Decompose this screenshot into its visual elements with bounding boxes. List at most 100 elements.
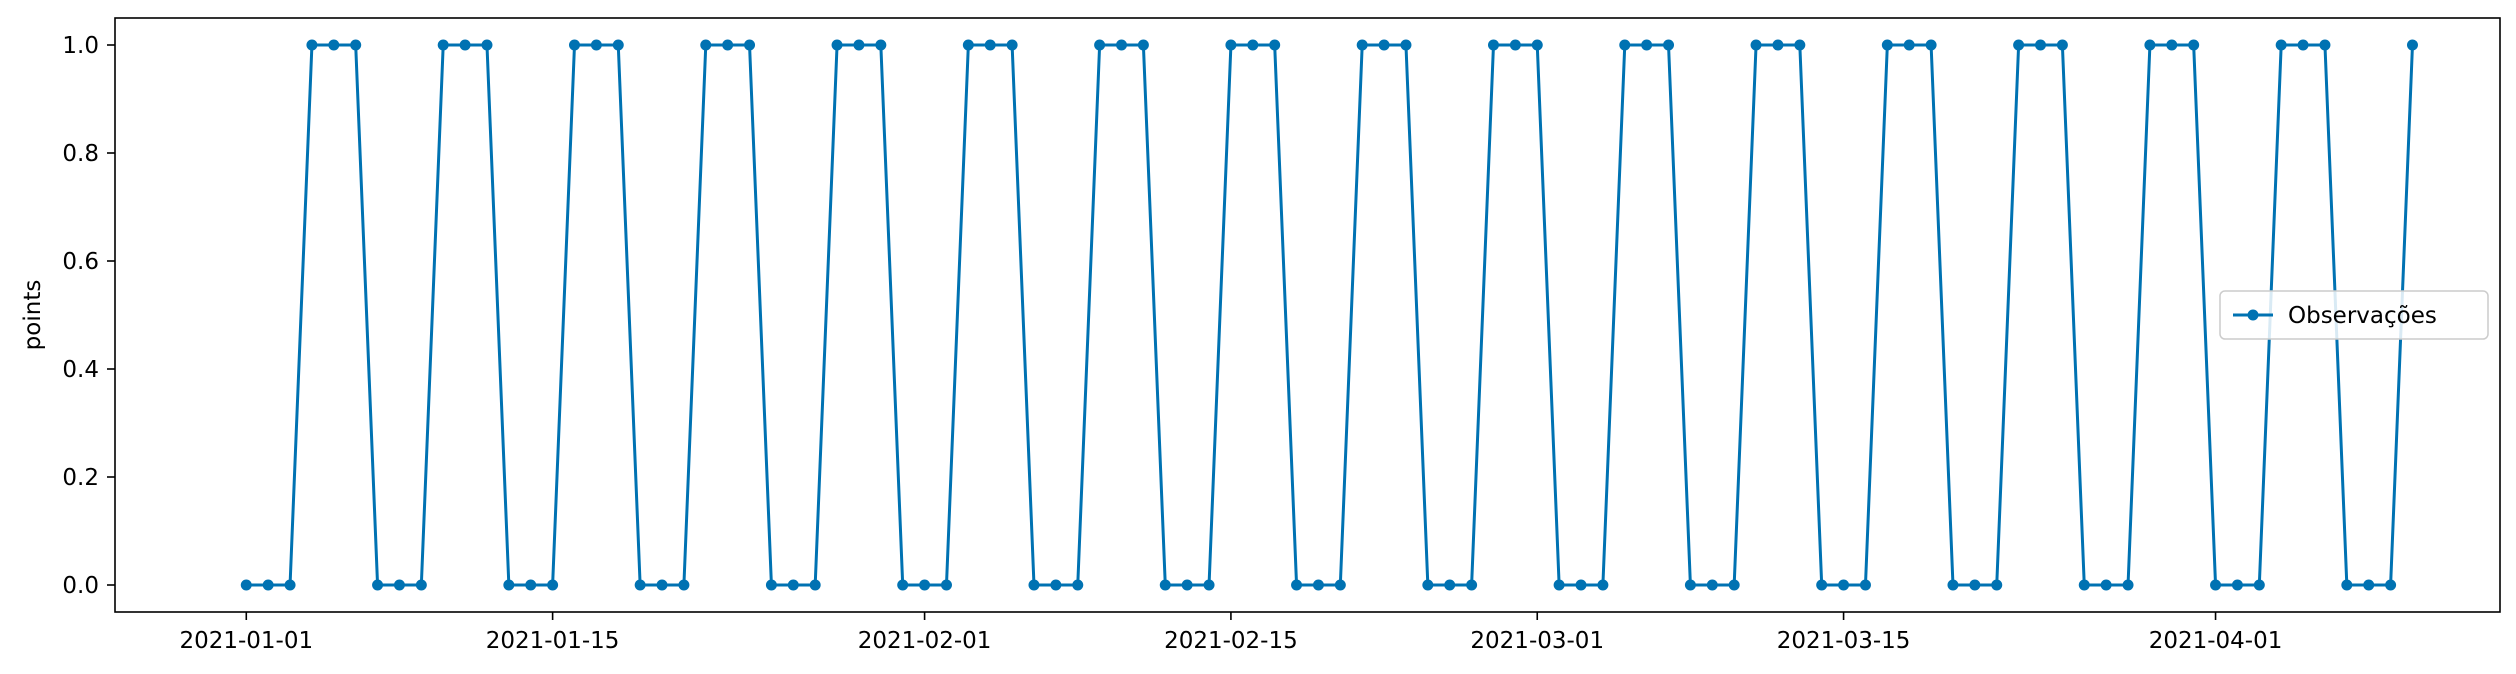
data-point bbox=[1641, 39, 1653, 51]
series-layer bbox=[240, 39, 2418, 591]
data-point bbox=[1531, 39, 1543, 51]
data-point bbox=[415, 579, 427, 591]
plot-frame bbox=[114, 17, 2501, 613]
data-point bbox=[2078, 579, 2090, 591]
data-point bbox=[1575, 579, 1587, 591]
data-point bbox=[1684, 579, 1696, 591]
data-point bbox=[940, 579, 952, 591]
data-point bbox=[984, 39, 996, 51]
y-tick-label: 0.0 bbox=[62, 573, 99, 599]
data-point bbox=[1991, 579, 2003, 591]
data-point bbox=[1378, 39, 1390, 51]
data-point bbox=[656, 579, 668, 591]
data-point bbox=[437, 39, 449, 51]
data-point bbox=[1072, 579, 1084, 591]
data-point bbox=[1028, 579, 1040, 591]
data-point bbox=[2363, 579, 2375, 591]
data-point bbox=[744, 39, 756, 51]
data-point bbox=[2166, 39, 2178, 51]
data-point bbox=[2406, 39, 2418, 51]
data-point bbox=[2035, 39, 2046, 51]
data-point bbox=[1466, 579, 1478, 591]
y-tick-label: 0.8 bbox=[62, 141, 99, 167]
data-point bbox=[2231, 579, 2243, 591]
data-point bbox=[678, 579, 690, 591]
plot-background bbox=[115, 18, 2500, 612]
data-point bbox=[1619, 39, 1631, 51]
data-point bbox=[1116, 39, 1128, 51]
x-tick-label: 2021-03-01 bbox=[1470, 628, 1604, 654]
x-tick-label: 2021-02-15 bbox=[1164, 628, 1298, 654]
data-point bbox=[503, 579, 515, 591]
y-axis: 0.0 0.2 0.4 0.6 0.8 1.0 bbox=[62, 33, 115, 599]
legend: Observações bbox=[2219, 290, 2489, 340]
data-point bbox=[787, 579, 799, 591]
data-point bbox=[1947, 579, 1959, 591]
data-point bbox=[1859, 579, 1871, 591]
data-point bbox=[1597, 579, 1609, 591]
data-point bbox=[853, 39, 865, 51]
data-point bbox=[2385, 579, 2397, 591]
x-tick-label: 2021-02-01 bbox=[858, 628, 992, 654]
data-point bbox=[284, 579, 296, 591]
data-point bbox=[2188, 39, 2200, 51]
data-point bbox=[1706, 579, 1718, 591]
data-point bbox=[831, 39, 843, 51]
y-tick-label: 0.4 bbox=[62, 357, 99, 383]
data-point bbox=[481, 39, 493, 51]
data-point bbox=[1750, 39, 1762, 51]
data-point bbox=[1903, 39, 1915, 51]
data-point bbox=[569, 39, 580, 51]
data-point bbox=[1794, 39, 1806, 51]
data-point bbox=[2297, 39, 2309, 51]
data-point bbox=[547, 579, 559, 591]
data-point bbox=[350, 39, 362, 51]
data-point bbox=[722, 39, 734, 51]
data-point bbox=[393, 579, 405, 591]
data-point bbox=[1553, 579, 1565, 591]
data-point bbox=[2341, 579, 2353, 591]
data-point bbox=[765, 579, 777, 591]
y-tick-label: 0.6 bbox=[62, 249, 99, 275]
y-tick-label: 1.0 bbox=[62, 33, 99, 59]
data-point bbox=[1356, 39, 1368, 51]
data-point bbox=[1838, 579, 1850, 591]
data-point bbox=[372, 579, 384, 591]
y-axis-label: points bbox=[20, 280, 46, 351]
data-point bbox=[328, 39, 340, 51]
x-tick-label: 2021-04-01 bbox=[2149, 628, 2283, 654]
data-point bbox=[1006, 39, 1018, 51]
data-point bbox=[809, 579, 821, 591]
data-point bbox=[590, 39, 602, 51]
data-point bbox=[962, 39, 974, 51]
data-point bbox=[2253, 579, 2265, 591]
x-tick-label: 2021-03-15 bbox=[1777, 628, 1911, 654]
data-point bbox=[306, 39, 318, 51]
data-point bbox=[1444, 579, 1456, 591]
data-point bbox=[919, 579, 931, 591]
x-axis: 2021-01-01 2021-01-15 2021-02-01 2021-02-15… bbox=[179, 612, 2282, 654]
legend-marker-sample bbox=[2247, 309, 2259, 321]
data-point bbox=[1969, 579, 1981, 591]
data-point bbox=[240, 579, 252, 591]
legend-entry-label: Observações bbox=[2288, 303, 2437, 329]
x-tick-label: 2021-01-15 bbox=[486, 628, 620, 654]
data-point bbox=[1509, 39, 1521, 51]
data-point bbox=[1816, 579, 1828, 591]
data-point bbox=[1881, 39, 1893, 51]
data-point bbox=[1137, 39, 1149, 51]
data-point bbox=[1094, 39, 1106, 51]
data-point bbox=[1247, 39, 1259, 51]
data-point bbox=[459, 39, 471, 51]
data-point bbox=[1269, 39, 1281, 51]
data-point bbox=[2210, 579, 2222, 591]
data-point bbox=[612, 39, 624, 51]
data-point bbox=[1487, 39, 1499, 51]
x-tick-label: 2021-01-01 bbox=[179, 628, 313, 654]
data-point bbox=[1225, 39, 1237, 51]
data-point bbox=[1181, 579, 1193, 591]
data-point bbox=[2013, 39, 2025, 51]
data-point bbox=[1728, 579, 1740, 591]
data-point bbox=[2275, 39, 2287, 51]
